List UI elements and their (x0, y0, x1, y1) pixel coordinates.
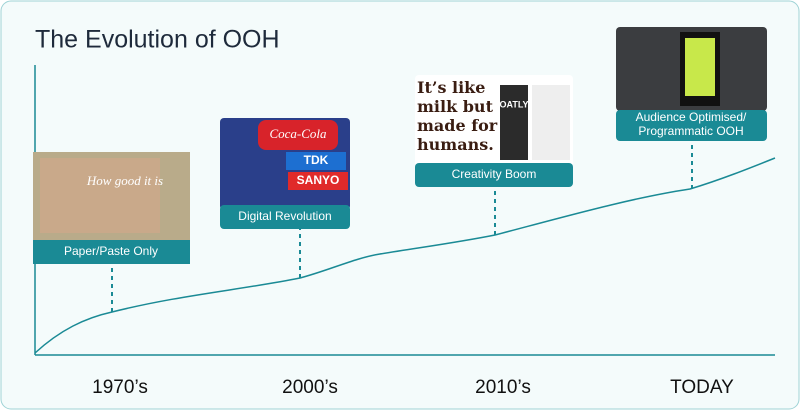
caption-box (415, 163, 573, 187)
caption: Digital Revolution (238, 209, 331, 223)
billboard (40, 158, 160, 233)
photo-text: OATLY (499, 99, 528, 109)
caption: Paper/Paste Only (64, 244, 158, 258)
connectors (111, 140, 693, 312)
photo-text: SANYO (297, 173, 340, 187)
caption: Audience Optimised/ (636, 110, 747, 124)
caption: Programmatic OOH (638, 124, 743, 138)
photo-text-box: It’s like milk but made for humans. (417, 78, 498, 154)
caption-box (33, 240, 190, 264)
growth-curve (34, 157, 776, 354)
caption-box (220, 205, 350, 229)
photo-text: Coca-Cola (269, 126, 327, 141)
era-label: 2010’s (475, 377, 531, 398)
era-label: 2000’s (282, 377, 338, 398)
title: The Evolution of OOH (35, 26, 280, 54)
photo-text: TDK (304, 153, 329, 167)
caption-box (616, 110, 767, 141)
era-label: TODAY (670, 377, 734, 398)
caption: Creativity Boom (452, 167, 537, 181)
era-label: 1970’s (92, 377, 148, 398)
photo-text: It’s like milk but made for humans. (417, 78, 498, 154)
photo-text: How good it is (86, 173, 163, 188)
